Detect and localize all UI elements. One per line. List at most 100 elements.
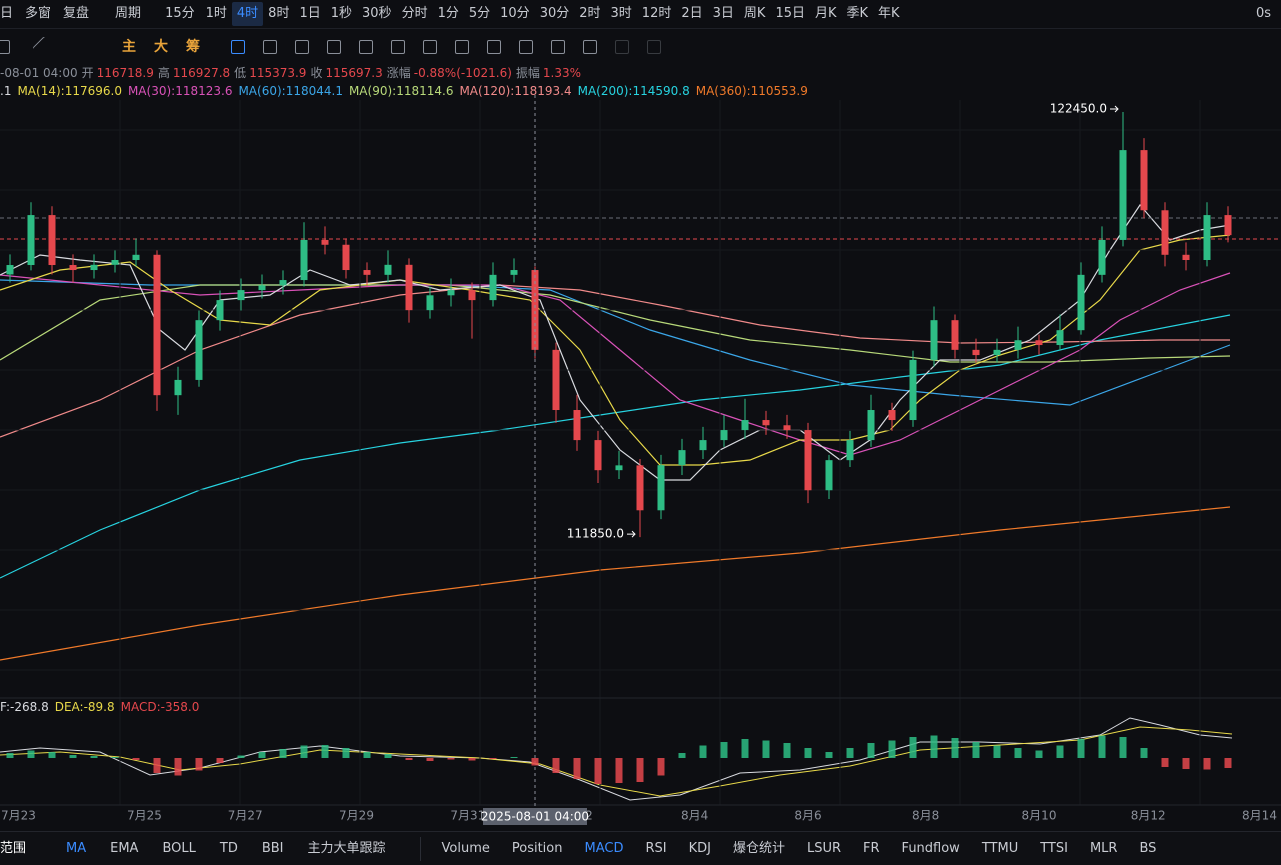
indicator-tab[interactable]: LSUR [806,841,842,856]
period-option[interactable]: 周K [743,6,766,21]
tool-icon[interactable] [455,40,469,54]
indicator-tab[interactable]: TD [219,841,238,856]
macd-bar [468,758,476,761]
period-option[interactable]: 1时 [205,6,227,21]
period-option[interactable]: 3日 [712,6,734,21]
candle-body [636,465,644,511]
period-option[interactable]: 月K [814,6,837,21]
toolbar-item[interactable]: 多窗 [25,6,52,21]
period-option[interactable]: 30分 [539,6,570,21]
indicator-tab[interactable]: KDJ [688,841,711,856]
candle-body [237,290,245,301]
period-option[interactable]: 15分 [165,6,195,21]
macd-bar [1056,745,1064,758]
candle-body [195,320,203,380]
period-option[interactable]: 年K [878,6,900,21]
ma-lines [0,204,1231,661]
indicator-tab[interactable]: MLR [1089,841,1118,856]
indicator-tab[interactable]: Fundflow [901,841,960,856]
period-option[interactable]: 季K [846,6,869,21]
x-tick-label: 7月31 [450,809,485,823]
indicator-tab[interactable]: Position [511,841,563,856]
tool-icon[interactable] [551,40,565,54]
tool-icon[interactable] [295,40,309,54]
tool-icon[interactable] [0,40,10,54]
x-tick-label: 7月23 [1,809,36,823]
tool-icon[interactable] [647,40,661,54]
candle-body [174,379,182,396]
period-option[interactable]: 3时 [610,6,632,21]
macd-bar [300,745,308,758]
indicator-tab[interactable]: TTMU [981,841,1019,856]
macd-bar [321,745,329,758]
candle-body [762,420,770,426]
macd-bar [972,742,980,758]
ohlc-info: -08-01 04:00 开 116718.9 高 116927.8 低 115373.9 收… [0,65,581,80]
toolbar-item[interactable]: 复盘 [63,6,90,21]
tool-icon[interactable] [263,40,277,54]
macd-bar [1203,758,1211,770]
period-option[interactable]: 5分 [468,6,491,21]
tool-icon[interactable] [583,40,597,54]
period-option[interactable]: 15日 [775,6,805,21]
period-option[interactable]: 2时 [579,6,601,21]
indicator-tab[interactable]: BS [1139,841,1157,856]
macd-bar [846,748,854,758]
tool-icon[interactable] [615,40,629,54]
toolbar-item[interactable]: 日 [0,6,14,21]
macd-bar [384,754,392,758]
info-label: 开 [82,66,94,80]
indicator-tab[interactable]: EMA [110,841,139,856]
indicator-tab[interactable]: 爆仓统计 [732,841,785,856]
tool-icon[interactable] [391,40,405,54]
indicator-tab[interactable]: RSI [645,841,667,856]
candle-body [27,215,35,266]
indicator-tab[interactable]: TTSI [1040,841,1068,856]
macd-bar [90,756,98,758]
indicator-tab[interactable]: FR [863,841,880,856]
macd-bar [888,740,896,758]
ma-legend-item: MA(30):118123.6 [128,84,233,98]
period-option[interactable]: 12时 [641,6,672,21]
period-option[interactable]: 10分 [500,6,530,21]
period-option[interactable]: 2日 [681,6,703,21]
indicator-tab[interactable]: MA [66,841,87,856]
macd-bar [951,738,959,758]
indicator-tab[interactable]: BOLL [162,841,196,856]
period-option[interactable]: 1分 [437,6,459,21]
tool-icon[interactable] [231,40,245,54]
tool-icon[interactable] [359,40,373,54]
indicator-tab[interactable]: BBI [261,841,284,856]
indicator-toggle[interactable]: 筹 [186,39,200,55]
candle-body [279,280,287,286]
candle-body [384,264,392,275]
macd-bar [615,758,623,783]
indicator-tab[interactable]: Volume [441,841,490,856]
period-option[interactable]: 8时 [268,6,290,21]
tool-icon[interactable] [487,40,501,54]
candle-body [951,320,959,350]
tool-icon[interactable] [519,40,533,54]
info-value: 115373.9 [249,66,306,80]
candle-body [846,440,854,461]
indicator-tab[interactable]: MACD [584,841,624,856]
tool-icon[interactable] [423,40,437,54]
toolbar-item[interactable]: 周期 [115,6,142,21]
tool-icon[interactable] [327,40,341,54]
candle-body [741,420,749,431]
period-option[interactable]: 4时 [231,2,264,26]
indicator-toggle[interactable]: 主 [122,39,136,55]
period-option[interactable]: 分时 [401,6,428,21]
candle-body [321,239,329,245]
drawing-toolbar: 主大筹 [0,32,1281,62]
period-option[interactable]: 1秒 [330,6,353,21]
info-label: 高 [158,65,170,80]
candle-body [573,410,581,441]
indicator-toggle[interactable]: 大 [154,39,168,55]
indicator-tab[interactable]: 主力大单跟踪 [307,841,386,856]
period-option[interactable]: 30秒 [362,6,392,21]
more-arrow[interactable] [398,837,421,861]
indicator-tab[interactable]: 范围 [0,841,27,856]
period-option[interactable]: 1日 [299,6,321,21]
candle-body [258,285,266,291]
